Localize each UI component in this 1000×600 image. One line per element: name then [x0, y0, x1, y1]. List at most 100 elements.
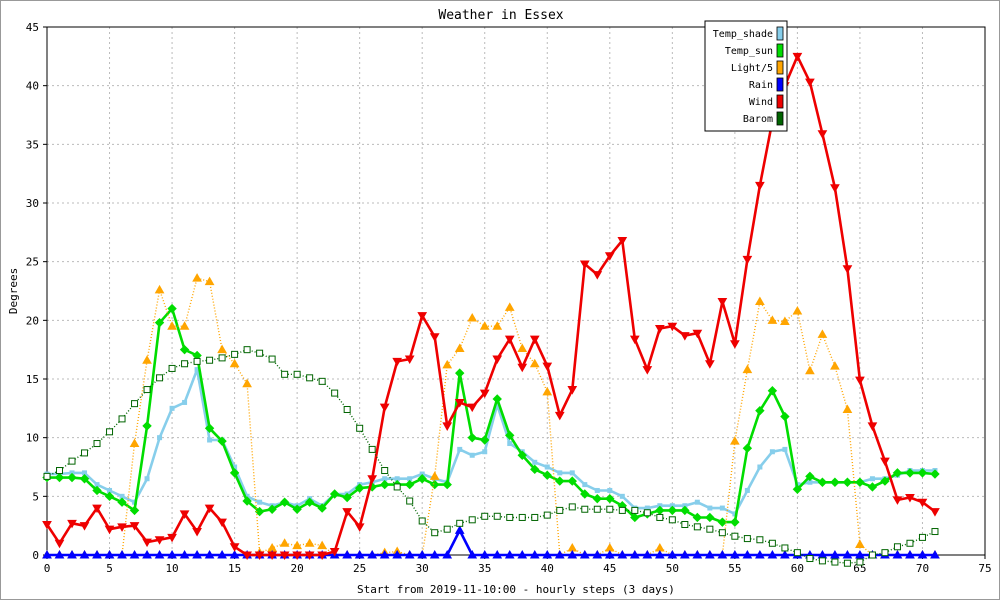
rain-point: [454, 525, 465, 534]
rain-point: [417, 549, 428, 559]
wind-point: [867, 422, 878, 431]
wind-point: [329, 547, 340, 557]
barom-point: [181, 360, 189, 368]
temp-sun-point: [342, 492, 352, 503]
temp-shade-point: [707, 505, 713, 511]
wind-point: [579, 260, 590, 270]
barom-point: [481, 512, 489, 520]
rain-point: [379, 549, 390, 559]
temp-sun-point: [542, 470, 552, 480]
x-tick-label: 75: [978, 562, 991, 575]
barom-point: [81, 449, 89, 457]
rain-point: [667, 549, 678, 559]
barom-point: [818, 557, 826, 565]
barom-point: [656, 513, 664, 521]
barom-point: [143, 386, 151, 394]
barom-point: [418, 517, 426, 525]
rain-point: [679, 549, 690, 559]
wind-point: [104, 525, 115, 535]
rain-point: [704, 549, 715, 559]
light-5-point: [454, 343, 465, 352]
temp-sun-point: [467, 432, 477, 443]
temp-sun-point: [580, 489, 590, 499]
wind-point: [117, 523, 127, 532]
legend-label-light-5: Light/5: [731, 63, 773, 74]
x-tick-label: 15: [228, 562, 241, 575]
wind-point: [917, 498, 928, 508]
temp-sun-point: [292, 504, 302, 514]
wind-point: [254, 551, 265, 561]
wind-point: [429, 333, 440, 342]
x-tick-label: 20: [291, 562, 304, 575]
wind-point: [292, 551, 302, 561]
temp-sun-point: [655, 505, 665, 516]
light-5-point: [604, 542, 615, 552]
temp-sun-point: [830, 477, 840, 487]
temp-shade-point: [207, 437, 213, 443]
light-5-point: [179, 321, 190, 330]
x-axis-title: Start from 2019-11-10:00 - hourly steps …: [357, 583, 675, 596]
series-line-light-5: [47, 277, 935, 556]
legend-swatch-rain: [776, 77, 784, 92]
barom-point: [768, 539, 776, 547]
barom-point: [731, 532, 739, 540]
rain-point: [579, 549, 590, 559]
rain-point: [717, 549, 728, 559]
temp-sun-point: [855, 477, 865, 487]
light-5-point: [855, 539, 865, 548]
temp-sun-point: [930, 469, 940, 479]
rain-point: [54, 549, 65, 559]
barom-point: [668, 516, 676, 524]
temp-sun-point: [555, 476, 565, 486]
barom-point: [631, 506, 639, 514]
x-tick-label: 55: [728, 562, 741, 575]
wind-point: [617, 237, 628, 246]
barom-point: [256, 349, 264, 357]
wind-point: [67, 519, 77, 529]
legend-label-temp-sun: Temp_sun: [725, 46, 773, 57]
temp-sun-point: [417, 474, 427, 484]
temp-shade-point: [457, 446, 463, 452]
rain-point: [855, 549, 865, 559]
rain-point: [767, 549, 778, 559]
temp-shade-point: [532, 459, 538, 465]
rain-point: [367, 549, 378, 559]
temp-sun-point: [705, 512, 715, 523]
light-5-point: [654, 542, 665, 552]
wind-point: [204, 504, 215, 514]
barom-point: [718, 529, 726, 537]
y-tick-label: 5: [32, 490, 39, 503]
wind-point: [830, 184, 840, 193]
wind-point: [592, 271, 603, 280]
series-rain: [42, 525, 940, 559]
x-tick-label: 40: [541, 562, 554, 575]
barom-point: [831, 558, 839, 566]
rain-point: [179, 549, 190, 559]
barom-point: [706, 525, 714, 533]
rain-point: [905, 549, 915, 559]
barom-point: [281, 370, 289, 378]
series-temp-shade: [44, 367, 938, 517]
x-tick-label: 30: [416, 562, 429, 575]
wind-point: [179, 510, 190, 519]
wind-point: [554, 411, 565, 421]
temp-sun-point: [480, 435, 490, 445]
barom-point: [156, 374, 164, 382]
temp-sun-point: [429, 479, 440, 490]
temp-sun-point: [717, 517, 728, 527]
wind-point: [379, 403, 390, 413]
barom-point: [106, 428, 114, 436]
temp-shade-point: [557, 470, 563, 476]
rain-point: [217, 549, 227, 559]
temp-sun-point: [530, 464, 540, 475]
temp-sun-point: [142, 421, 152, 431]
rain-point: [930, 549, 940, 559]
light-5-point: [467, 312, 478, 322]
rain-point: [830, 549, 840, 559]
y-tick-label: 30: [26, 197, 39, 210]
light-5-point: [242, 378, 252, 388]
temp-shade-point: [469, 452, 475, 458]
wind-point: [755, 181, 765, 191]
light-5-point: [755, 296, 765, 306]
